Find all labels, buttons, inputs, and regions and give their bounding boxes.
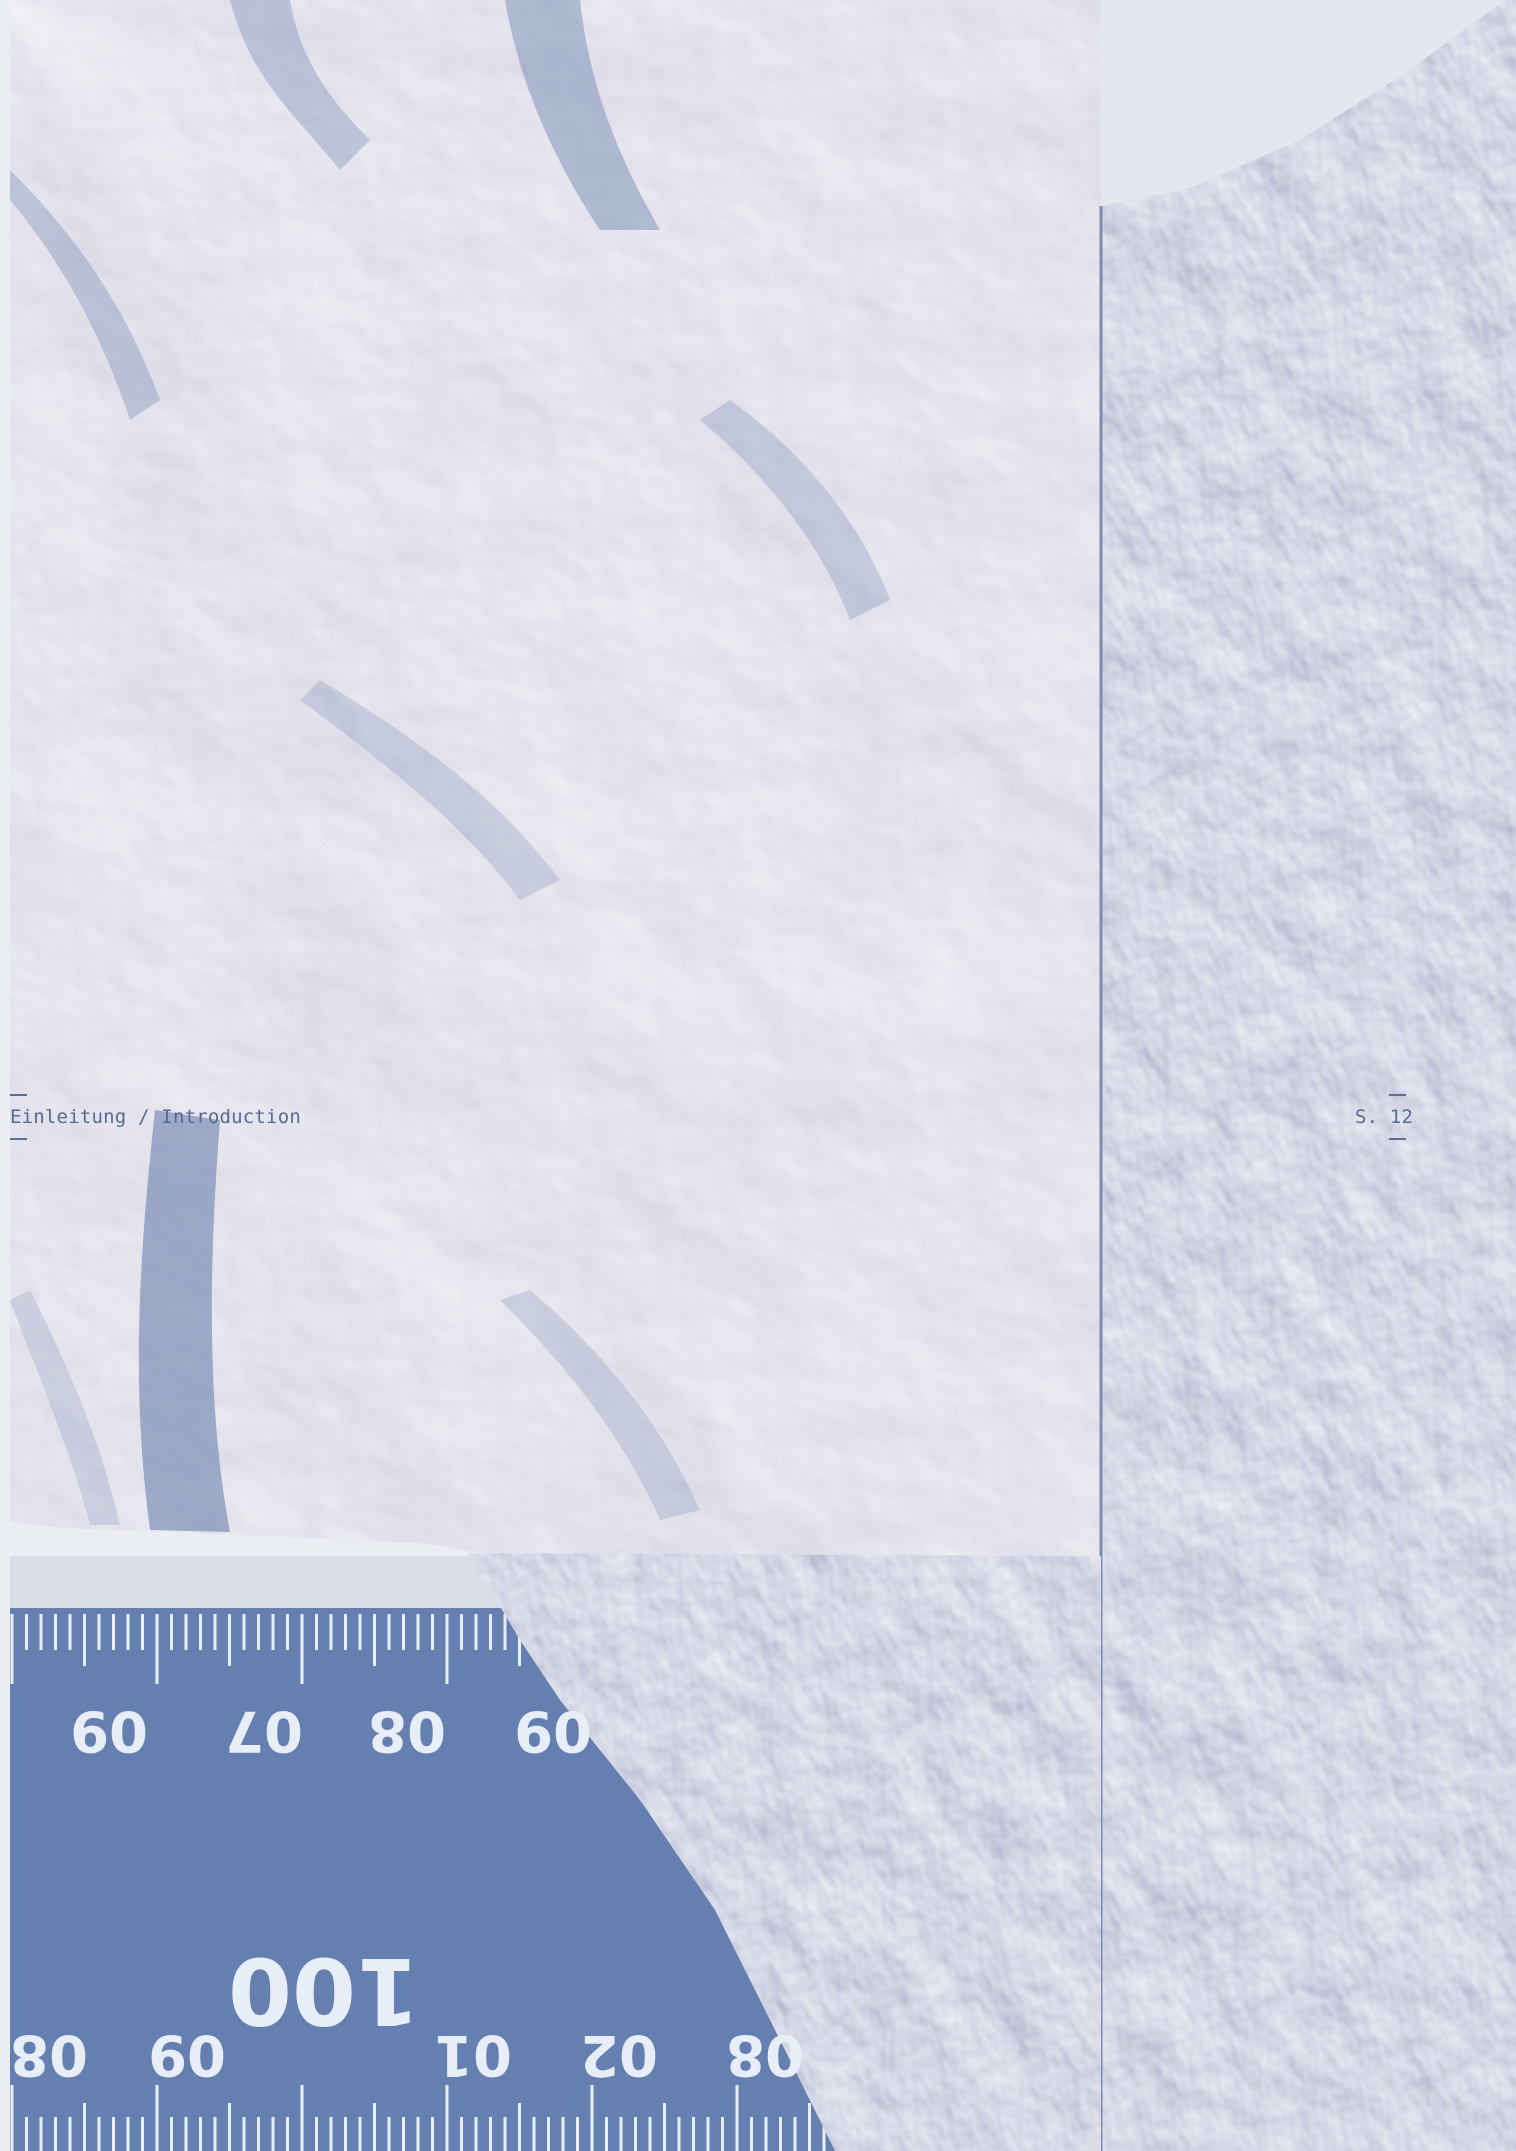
ruler-bottom-row: 08 09 01 02 08: [0, 2022, 1101, 2094]
page-number: S. 12: [1355, 1106, 1414, 1128]
rule-mark: [10, 1094, 27, 1096]
section-label: Einleitung / Introduction: [10, 1106, 301, 1128]
ruler-digit: 09: [514, 1698, 592, 1763]
ruler-digit: 02: [580, 2022, 658, 2087]
ruler-digit: 09: [148, 2022, 226, 2087]
ruler-digit: 09: [70, 1698, 148, 1763]
ruler-digit: 07: [225, 1698, 303, 1763]
running-footer-page: S. 12: [1352, 1094, 1414, 1140]
ruler-digit: 08: [726, 2022, 804, 2087]
ruler-digit: 08: [368, 1698, 446, 1763]
rule-mark: [1389, 1094, 1406, 1096]
ruler-top-row: 09 07 08 09: [0, 1698, 1101, 1770]
running-footer-section: Einleitung / Introduction: [10, 1094, 310, 1140]
ruler-digit: 01: [434, 2022, 512, 2087]
ruler-numerals: 09 07 08 09 100 08 09 01 02 08: [0, 1698, 1101, 2094]
rule-mark: [10, 1138, 27, 1140]
rule-mark: [1389, 1138, 1406, 1140]
ruler-digit: 08: [10, 2022, 88, 2087]
